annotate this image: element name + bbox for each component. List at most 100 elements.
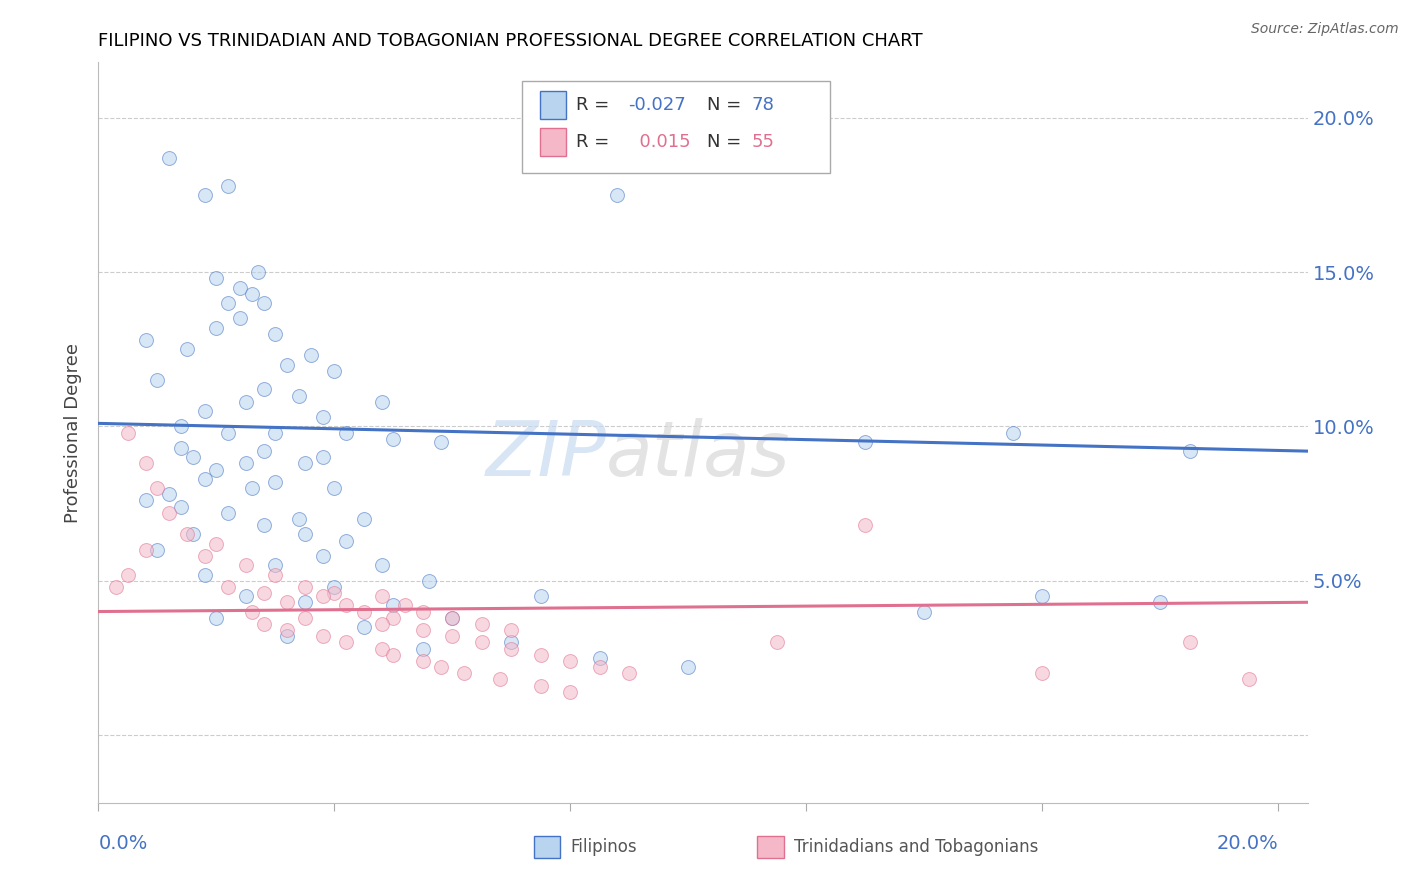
Text: R =: R =: [576, 134, 614, 152]
FancyBboxPatch shape: [540, 91, 567, 120]
Point: [117, 567, 139, 582]
Point: [765, 635, 787, 649]
Text: -0.027: -0.027: [628, 96, 686, 114]
Text: Source: ZipAtlas.com: Source: ZipAtlas.com: [1251, 22, 1399, 37]
Point: [264, 558, 287, 573]
Point: [217, 296, 239, 310]
Point: [264, 475, 287, 489]
Point: [205, 610, 228, 624]
Text: N =: N =: [707, 134, 747, 152]
Point: [382, 432, 405, 446]
Point: [217, 425, 239, 440]
Point: [1178, 635, 1201, 649]
Point: [135, 457, 157, 471]
Point: [194, 567, 217, 582]
Point: [235, 394, 257, 409]
Point: [606, 188, 628, 202]
Point: [1237, 673, 1260, 687]
Text: R =: R =: [576, 96, 614, 114]
Point: [370, 558, 392, 573]
Point: [240, 286, 263, 301]
Point: [370, 616, 392, 631]
Point: [530, 648, 553, 662]
Point: [311, 549, 333, 563]
Point: [1149, 595, 1171, 609]
Point: [353, 620, 375, 634]
Point: [217, 580, 239, 594]
Point: [1031, 589, 1053, 603]
Text: N =: N =: [707, 96, 747, 114]
Point: [276, 358, 298, 372]
Point: [471, 616, 494, 631]
Point: [217, 178, 239, 193]
Point: [441, 610, 464, 624]
Point: [294, 610, 316, 624]
Y-axis label: Professional Degree: Professional Degree: [65, 343, 83, 523]
Text: atlas: atlas: [606, 417, 790, 491]
Point: [235, 589, 257, 603]
Point: [1031, 666, 1053, 681]
Point: [353, 512, 375, 526]
Point: [135, 542, 157, 557]
Point: [335, 425, 357, 440]
Point: [264, 326, 287, 341]
Point: [530, 589, 553, 603]
Point: [353, 605, 375, 619]
Point: [382, 648, 405, 662]
Point: [441, 629, 464, 643]
Point: [912, 605, 935, 619]
Point: [299, 349, 322, 363]
Point: [252, 616, 274, 631]
Point: [276, 629, 298, 643]
Text: 0.015: 0.015: [628, 134, 690, 152]
Point: [311, 629, 333, 643]
Point: [288, 512, 311, 526]
Point: [252, 586, 274, 600]
Point: [276, 595, 298, 609]
Point: [335, 533, 357, 548]
Point: [157, 506, 180, 520]
Point: [235, 558, 257, 573]
Text: 78: 78: [751, 96, 775, 114]
Point: [294, 595, 316, 609]
Point: [176, 343, 198, 357]
Point: [135, 333, 157, 347]
Point: [429, 660, 451, 674]
Point: [235, 457, 257, 471]
Point: [170, 419, 193, 434]
Point: [501, 641, 523, 656]
Point: [194, 404, 217, 418]
Point: [117, 425, 139, 440]
Point: [146, 481, 169, 495]
Point: [412, 641, 434, 656]
Point: [370, 589, 392, 603]
Point: [170, 500, 193, 514]
Text: 20.0%: 20.0%: [1216, 834, 1278, 853]
Point: [205, 462, 228, 476]
Point: [252, 383, 274, 397]
Point: [382, 599, 405, 613]
Point: [589, 650, 612, 665]
Point: [1001, 425, 1024, 440]
Point: [370, 394, 392, 409]
FancyBboxPatch shape: [522, 81, 830, 173]
Point: [429, 434, 451, 449]
Point: [252, 444, 274, 458]
Point: [335, 599, 357, 613]
Point: [194, 472, 217, 486]
Point: [560, 685, 582, 699]
Point: [229, 280, 252, 294]
Point: [619, 666, 641, 681]
Point: [441, 610, 464, 624]
Point: [311, 589, 333, 603]
Point: [252, 518, 274, 533]
Point: [630, 148, 652, 162]
Point: [294, 527, 316, 541]
Point: [105, 580, 128, 594]
Point: [323, 481, 346, 495]
Point: [240, 605, 263, 619]
Point: [412, 654, 434, 668]
Point: [229, 311, 252, 326]
Point: [323, 586, 346, 600]
Point: [240, 481, 263, 495]
